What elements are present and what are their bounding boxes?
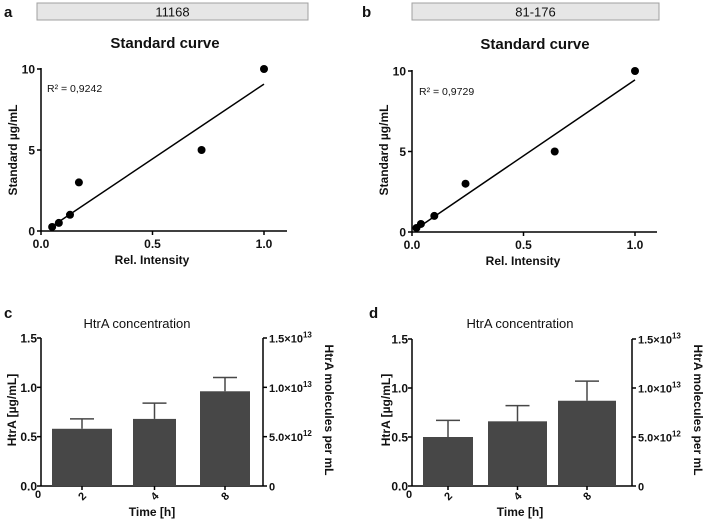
regression-line — [416, 79, 636, 230]
right-tick-exponent: 12 — [303, 429, 312, 438]
x-tick-label: 8 — [219, 490, 232, 503]
right-tick-exponent: 13 — [672, 381, 681, 390]
x-tick-label: 0.5 — [515, 238, 532, 252]
data-point — [461, 179, 470, 188]
y-tick-label: 10 — [22, 63, 36, 77]
chart-title: Standard curve — [110, 35, 219, 52]
right-y-tick-label: 5.0×1012 — [638, 430, 681, 445]
chart-title: HtrA concentration — [467, 316, 574, 331]
x-axis-label: Rel. Intensity — [115, 253, 190, 267]
bar — [133, 418, 176, 486]
data-point — [416, 219, 425, 228]
right-tick-exponent: 13 — [303, 331, 312, 340]
y-axis-label: Standard µg/mL — [377, 105, 391, 196]
right-y-axis-label: HtrA molecules per mL — [322, 345, 336, 476]
right-y-axis-label: HtrA molecules per mL — [691, 345, 705, 476]
data-point — [48, 222, 57, 231]
panel-b: b 81-176 Standard curve 0 5 10 0.0 0.5 1.0 Rel. I… — [362, 2, 660, 268]
x-tick-label: 0.5 — [144, 237, 161, 251]
x-tick-label: 8 — [581, 490, 594, 503]
right-y-tick-label: 1.0×1013 — [269, 380, 312, 395]
panel-letter: b — [362, 4, 371, 21]
y-tick-label: 0.0 — [391, 480, 408, 494]
chart-title: HtrA concentration — [84, 316, 191, 331]
data-point — [65, 210, 74, 219]
bar — [423, 437, 473, 486]
strain-header: 81-176 — [515, 5, 555, 20]
y-tick-label: 5 — [28, 144, 35, 158]
right-y-tick-label: 0 — [269, 482, 275, 494]
y-tick-label: 1.5 — [20, 332, 37, 346]
x-axis-label: Time [h] — [129, 505, 175, 519]
x-tick-label: 0.0 — [33, 237, 50, 251]
data-point — [550, 147, 559, 156]
right-y-tick-label: 1.0×1013 — [638, 381, 681, 396]
right-tick-mantissa: 1.5×10 — [638, 335, 672, 347]
data-point — [74, 178, 83, 187]
x-tick-label: 0.0 — [404, 238, 421, 252]
y-tick-label: 1.0 — [20, 381, 37, 395]
data-point — [54, 218, 63, 227]
y-tick-label: 0.5 — [391, 431, 408, 445]
right-tick-mantissa: 1.0×10 — [638, 384, 672, 396]
data-point — [260, 65, 268, 73]
x-tick-label: 2 — [442, 490, 455, 503]
y-tick-label: 10 — [393, 65, 407, 79]
x-axis-label: Rel. Intensity — [486, 254, 561, 268]
right-tick-mantissa: 5.0×10 — [638, 433, 672, 445]
bar — [200, 391, 250, 486]
x-origin-label: 0 — [35, 489, 41, 501]
y-tick-label: 0.0 — [20, 480, 37, 494]
y-tick-label: 5 — [399, 145, 406, 159]
x-tick-label: 4 — [512, 490, 525, 503]
x-tick-label: 1.0 — [256, 237, 273, 251]
right-tick-mantissa: 0 — [269, 482, 275, 494]
y-axis-label: HtrA [µg/mL] — [5, 374, 19, 446]
right-tick-mantissa: 0 — [638, 482, 644, 494]
r-squared-annotation: R² = 0,9729 — [419, 86, 474, 98]
bar — [558, 400, 616, 486]
panel-letter: c — [4, 305, 12, 322]
panel-letter: d — [369, 305, 378, 322]
strain-header-box — [36, 2, 309, 21]
right-tick-mantissa: 1.0×10 — [269, 383, 303, 395]
y-axis-label: HtrA [µg/mL] — [379, 374, 393, 446]
right-y-tick-label: 1.5×1013 — [638, 332, 681, 347]
right-y-tick-label: 1.5×1013 — [269, 331, 312, 346]
chart-title: Standard curve — [480, 36, 589, 53]
data-point — [197, 146, 206, 154]
right-tick-exponent: 13 — [303, 380, 312, 389]
x-tick-label: 2 — [76, 490, 89, 503]
data-point — [631, 67, 639, 75]
strain-header-box — [411, 2, 660, 21]
right-tick-exponent: 12 — [672, 430, 681, 439]
x-tick-label: 1.0 — [627, 238, 644, 252]
y-tick-label: 1.5 — [391, 333, 408, 347]
panel-letter: a — [4, 4, 13, 21]
data-point — [430, 211, 439, 220]
y-tick-label: 0 — [399, 226, 406, 240]
right-y-tick-label: 0 — [638, 482, 644, 494]
strain-header: 11168 — [155, 5, 189, 20]
x-tick-label: 4 — [149, 490, 162, 503]
right-tick-mantissa: 1.5×10 — [269, 334, 303, 346]
y-tick-label: 0.5 — [20, 430, 37, 444]
right-tick-exponent: 13 — [672, 332, 681, 341]
x-origin-label: 0 — [406, 489, 412, 501]
y-tick-label: 0 — [28, 225, 35, 239]
bar — [52, 428, 112, 486]
x-axis-label: Time [h] — [497, 505, 543, 519]
right-y-tick-label: 5.0×1012 — [269, 429, 312, 444]
y-axis-label: Standard µg/mL — [6, 105, 20, 196]
regression-line — [49, 83, 265, 229]
bar — [488, 421, 547, 486]
y-tick-label: 1.0 — [391, 382, 408, 396]
panel-a: a 11168 Standard curve 0 5 10 0.0 0.5 1.0 Rel. In… — [4, 2, 309, 267]
right-tick-mantissa: 5.0×10 — [269, 432, 303, 444]
r-squared-annotation: R² = 0,9242 — [47, 83, 102, 95]
